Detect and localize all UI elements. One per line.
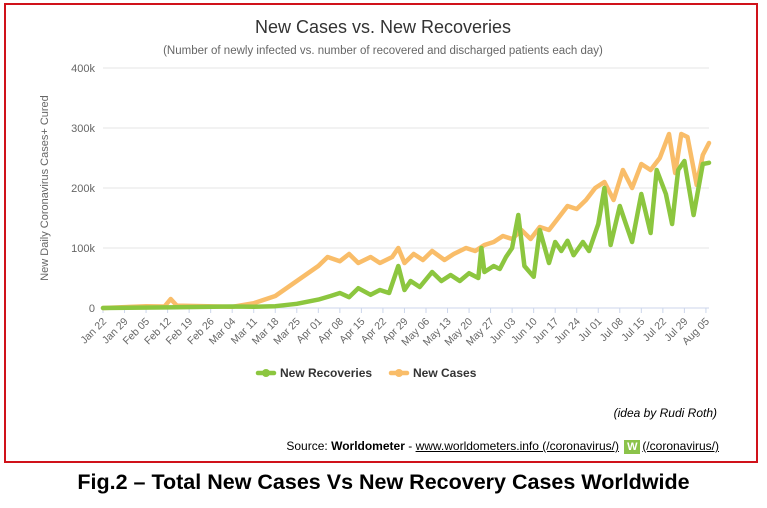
x-tick-label: Jul 22 (641, 316, 669, 344)
legend-marker (395, 369, 403, 377)
chart-title: New Cases vs. New Recoveries (255, 17, 511, 37)
chart-subtitle: (Number of newly infected vs. number of … (163, 45, 603, 57)
y-tick-label: 100k (71, 243, 95, 255)
series-layer (100, 131, 712, 311)
source-link[interactable]: www.worldometers.info (/coronavirus/) (415, 439, 619, 453)
figure-caption: Fig.2 – Total New Cases Vs New Recovery … (77, 470, 690, 494)
x-tick-label: Jul 08 (598, 316, 626, 344)
legend-marker (262, 369, 270, 377)
series-line-new-cases[interactable] (100, 131, 712, 311)
y-tick-label: 200k (71, 183, 95, 195)
legend-label: New Cases (413, 366, 477, 380)
chart-frame (4, 3, 758, 463)
source-line: Source: Worldometer - www.worldometers.i… (286, 439, 719, 454)
logo-link[interactable]: (/coronavirus/) (642, 439, 719, 453)
legend: New Recoveries New Cases (255, 366, 477, 380)
legend-item[interactable]: New Cases (388, 366, 477, 380)
legend-item[interactable]: New Recoveries (255, 366, 372, 380)
y-axis-label: New Daily Coronavirus Cases+ Cured (39, 95, 51, 281)
credit-note: (idea by Rudi Roth) (613, 406, 717, 420)
y-tick-label: 0 (89, 303, 95, 315)
y-tick-label: 300k (71, 123, 95, 135)
y-axis-ticks: 0 100k 200k 300k 400k (71, 63, 95, 315)
x-tick-label: Jul 01 (576, 316, 604, 344)
source-name: Worldometer (331, 439, 405, 453)
source-prefix: Source: (286, 439, 328, 453)
series-line-new-recoveries[interactable] (100, 158, 712, 311)
legend-label: New Recoveries (280, 366, 372, 380)
y-tick-label: 400k (71, 63, 95, 75)
source-separator: - (408, 439, 413, 453)
x-tick-label: Jul 15 (619, 316, 647, 344)
worldometer-logo-icon[interactable]: W (624, 439, 641, 454)
